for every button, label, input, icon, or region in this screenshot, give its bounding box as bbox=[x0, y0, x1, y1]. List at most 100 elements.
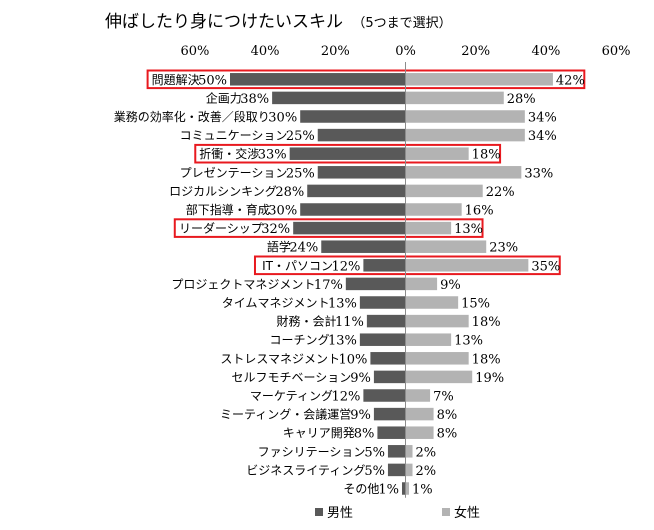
category-label: プロジェクトマネジメント bbox=[171, 277, 315, 291]
legend-swatch-male bbox=[315, 508, 323, 516]
data-label-female: 34% bbox=[528, 129, 557, 144]
bars bbox=[230, 73, 553, 495]
bar-male bbox=[345, 277, 406, 291]
chart-title: 伸ばしたり身につけたいスキル （5つまで選択） bbox=[105, 12, 452, 32]
data-label-male: 24% bbox=[289, 241, 318, 256]
axis-tick-label: 0% bbox=[395, 44, 416, 59]
bar-female bbox=[405, 91, 504, 105]
category-label: 業務の効率化・改善／段取り bbox=[114, 109, 270, 124]
data-label-female: 13% bbox=[454, 222, 483, 237]
category-label: セルフモチベーション bbox=[232, 370, 352, 384]
data-label-female: 35% bbox=[531, 259, 560, 274]
category-label: 企画力 bbox=[206, 90, 242, 105]
data-label-female: 28% bbox=[507, 92, 536, 107]
category-label: 折衝・交渉 bbox=[199, 146, 259, 161]
axis-tick-label: 20% bbox=[461, 44, 490, 59]
data-label-female: 8% bbox=[437, 408, 458, 423]
axis-ticks: 60% 40% 20% 0% 20% 40% 60% bbox=[180, 44, 630, 59]
category-label: キャリア開発 bbox=[283, 426, 355, 440]
bar-male bbox=[317, 128, 406, 142]
data-label-male: 28% bbox=[275, 185, 304, 200]
highlight-box bbox=[194, 143, 502, 164]
bar-female bbox=[405, 352, 469, 365]
data-label-male: 17% bbox=[314, 278, 343, 293]
legend-label-female: 女性 bbox=[454, 505, 480, 521]
category-label: ストレスマネジメント bbox=[220, 352, 340, 366]
bar-male bbox=[359, 296, 406, 309]
data-label-male: 10% bbox=[338, 352, 367, 367]
bar-female bbox=[405, 166, 522, 179]
bar-female bbox=[405, 128, 525, 142]
data-label-male: 8% bbox=[354, 427, 375, 442]
data-label-male: 25% bbox=[286, 129, 315, 144]
category-label: リーダーシップ bbox=[179, 221, 263, 236]
data-label-male: 12% bbox=[331, 390, 360, 405]
bar-male bbox=[373, 370, 406, 384]
bar-female bbox=[405, 259, 529, 272]
bar-male bbox=[321, 240, 406, 253]
axis-tick-label: 60% bbox=[602, 44, 631, 59]
highlight-box bbox=[173, 218, 484, 238]
data-label-female: 18% bbox=[472, 315, 501, 330]
bar-male bbox=[387, 445, 406, 458]
bar-male bbox=[363, 259, 406, 272]
legend-label-male: 男性 bbox=[327, 506, 353, 521]
axis-tick-label: 60% bbox=[180, 44, 209, 59]
bar-female bbox=[405, 240, 487, 253]
bar-female bbox=[405, 203, 462, 216]
data-label-male: 13% bbox=[328, 297, 357, 312]
bar-male bbox=[363, 389, 406, 402]
data-label-female: 7% bbox=[433, 390, 454, 405]
category-label: ファシリテーション bbox=[258, 445, 366, 459]
data-label-female: 23% bbox=[489, 241, 518, 256]
bar-female bbox=[405, 296, 459, 309]
category-label: 部下指導・育成 bbox=[186, 202, 270, 217]
data-label-female: 16% bbox=[465, 204, 494, 219]
data-label-male: 32% bbox=[261, 222, 290, 237]
data-label-female: 2% bbox=[416, 464, 437, 479]
bar-male bbox=[373, 407, 406, 421]
data-label-male: 12% bbox=[331, 259, 360, 274]
data-label-male: 9% bbox=[350, 371, 371, 386]
bar-male bbox=[359, 333, 406, 346]
bar-male bbox=[387, 463, 406, 477]
data-label-female: 8% bbox=[437, 427, 458, 442]
data-label-male: 33% bbox=[258, 148, 287, 163]
legend: 男性 女性 bbox=[315, 505, 480, 521]
category-label: タイムマネジメント bbox=[222, 296, 330, 310]
category-label: ミーティング・会議運営 bbox=[220, 408, 351, 422]
axis-tick-label: 40% bbox=[531, 44, 560, 59]
highlight-box bbox=[146, 69, 586, 90]
data-label-female: 13% bbox=[454, 334, 483, 349]
data-label-male: 9% bbox=[350, 408, 371, 423]
category-label: ロジカルシンキング bbox=[169, 184, 277, 198]
bar-male bbox=[272, 91, 406, 105]
bar-female bbox=[405, 426, 434, 439]
data-label-male: 1% bbox=[378, 483, 399, 498]
category-label: 問題解決 bbox=[152, 73, 200, 87]
data-label-female: 18% bbox=[472, 352, 501, 367]
data-labels: 50% 42% 38% 28% 30% 34% 25% 34% 33% 18% 25% 33% 28% 2… bbox=[198, 73, 585, 497]
bar-male bbox=[401, 482, 406, 495]
data-label-male: 11% bbox=[335, 315, 364, 330]
bar-male bbox=[293, 221, 406, 235]
highlight-box bbox=[253, 255, 561, 276]
category-label: マーケティング bbox=[250, 389, 333, 403]
bar-male bbox=[230, 73, 406, 86]
bar-female bbox=[405, 407, 434, 421]
category-label: その他 bbox=[343, 482, 379, 496]
data-label-female: 1% bbox=[412, 483, 433, 498]
data-label-female: 15% bbox=[461, 297, 490, 312]
bar-male bbox=[307, 184, 406, 198]
bar-female bbox=[405, 370, 473, 384]
bar-female bbox=[405, 110, 525, 123]
category-label: 財務・会計 bbox=[276, 314, 336, 329]
axis-tick-label: 40% bbox=[251, 44, 280, 59]
bar-female bbox=[405, 482, 410, 495]
chart-subtitle: （5つまで選択） bbox=[352, 16, 451, 31]
bar-female bbox=[405, 277, 438, 291]
bar-female bbox=[405, 73, 553, 86]
data-label-male: 5% bbox=[364, 464, 385, 479]
